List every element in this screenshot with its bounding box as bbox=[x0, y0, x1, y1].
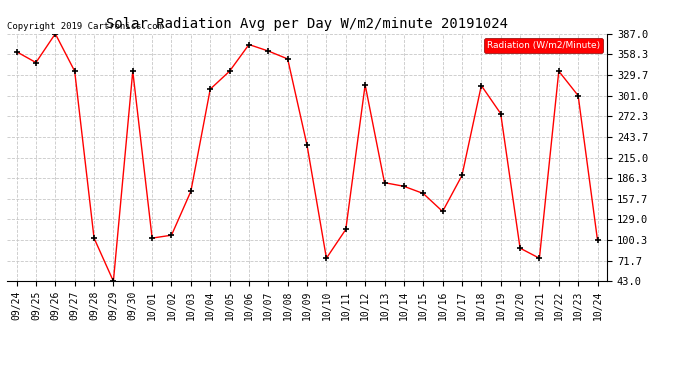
Title: Solar Radiation Avg per Day W/m2/minute 20191024: Solar Radiation Avg per Day W/m2/minute … bbox=[106, 17, 508, 31]
Legend: Radiation (W/m2/Minute): Radiation (W/m2/Minute) bbox=[484, 38, 602, 53]
Text: Copyright 2019 Cartronics.com: Copyright 2019 Cartronics.com bbox=[7, 22, 163, 31]
